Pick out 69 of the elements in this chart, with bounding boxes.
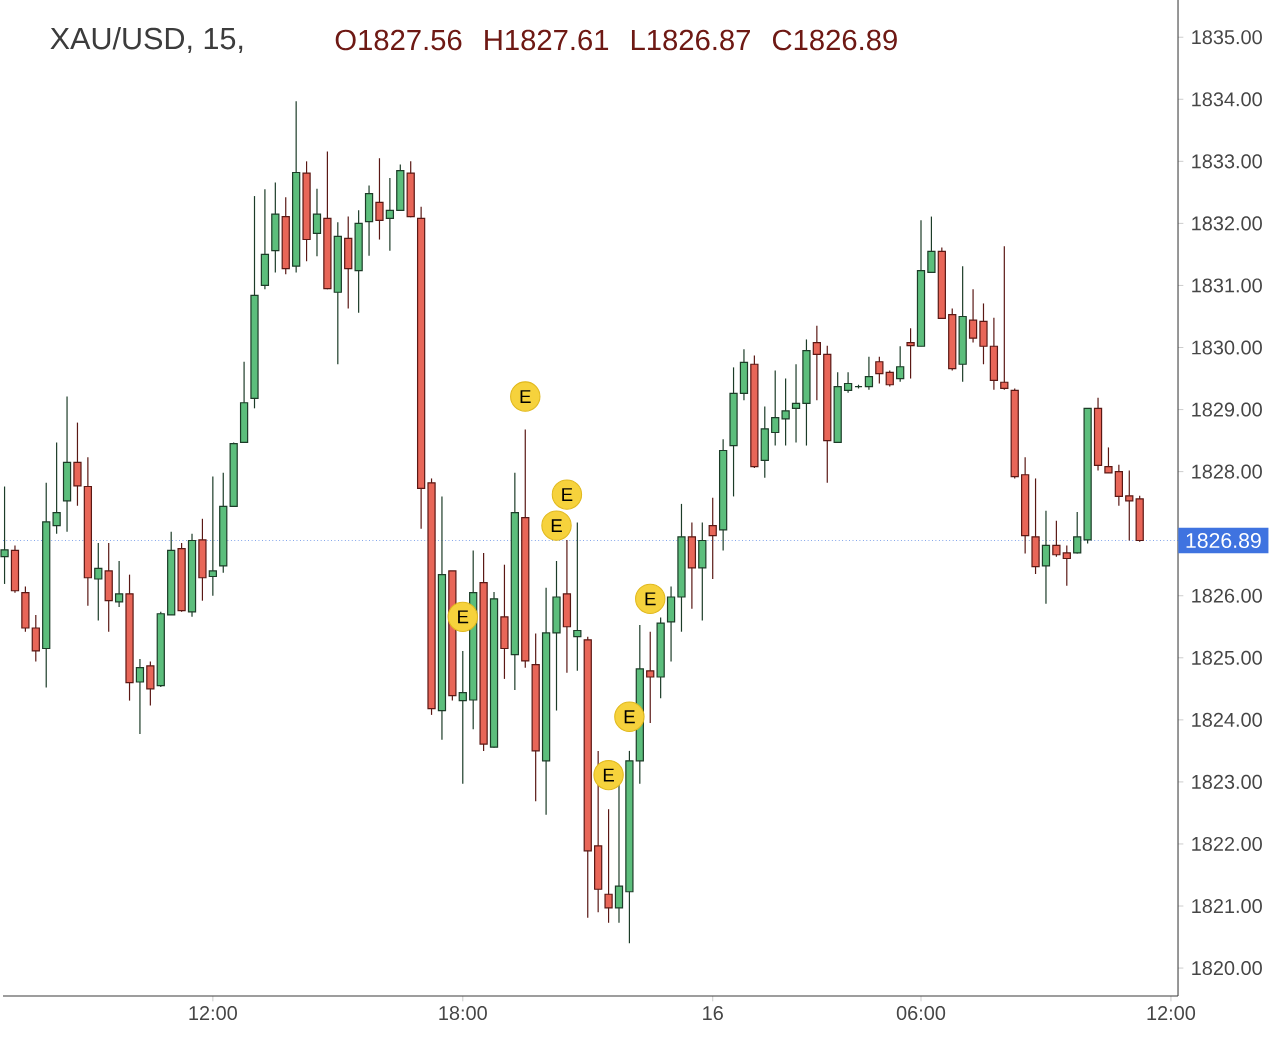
candlestick: [896, 345, 905, 383]
candlestick: [875, 356, 884, 385]
annotation: E: [562, 488, 573, 501]
candlestick: [614, 783, 624, 924]
candlestick: [1125, 469, 1134, 542]
candlestick: [146, 660, 155, 707]
candlestick: [812, 325, 821, 401]
candlestick: [708, 497, 717, 580]
y-tick-label: 1828.00: [1192, 464, 1262, 479]
candlestick: [0, 485, 9, 585]
y-tick-label: 1833.00: [1192, 154, 1262, 169]
y-tick-label: 1826.00: [1192, 588, 1262, 603]
x-tick-label: 12:00: [189, 1006, 237, 1021]
candlestick: [927, 215, 936, 274]
candlestick: [573, 521, 582, 672]
candlestick: [864, 356, 874, 391]
annotation: H1827.61: [485, 29, 609, 51]
x-tick-label: 16: [703, 1006, 723, 1021]
candlestick: [604, 808, 613, 924]
y-tick-label: 1835.00: [1192, 30, 1262, 45]
annotation: O1827.56: [335, 29, 462, 51]
candlestick: [781, 377, 790, 447]
candlestick: [1104, 446, 1113, 474]
y-tick-label: 1825.00: [1192, 650, 1262, 665]
candlestick: [458, 650, 467, 785]
candlestick: [791, 363, 801, 444]
candlestick: [968, 288, 978, 344]
annotation: E: [603, 768, 614, 782]
y-tick-label: 1829.00: [1192, 402, 1262, 417]
candlestick: [1041, 510, 1051, 605]
candlestick: [646, 631, 655, 724]
candlestick: [843, 371, 853, 394]
y-tick-label: 1831.00: [1192, 278, 1262, 293]
y-tick-label: 1824.00: [1192, 712, 1262, 727]
candlestick: [135, 658, 145, 735]
candlestick: [94, 542, 103, 622]
candlestick: [906, 327, 915, 380]
candlestick: [52, 441, 61, 535]
candlestick: [771, 369, 780, 447]
candlestick: [208, 475, 217, 597]
annotation: E: [645, 592, 656, 606]
annotation: C1826.89: [772, 29, 897, 51]
y-tick-label: 1821.00: [1192, 898, 1262, 914]
y-tick-label: 1832.00: [1192, 216, 1262, 231]
annotation: L1826.87: [631, 29, 750, 51]
candlestick: [375, 157, 384, 241]
candlestick: [31, 614, 40, 663]
x-tick-label: 12:00: [1147, 1006, 1196, 1021]
candlestick: [312, 188, 322, 257]
text: XAU/USD, 15,: [50, 26, 243, 54]
annotation: E: [551, 519, 562, 533]
annotation: E: [520, 390, 531, 403]
y-tick-label: 1822.00: [1192, 836, 1262, 852]
candlestick: [73, 421, 82, 507]
candlestick: [1062, 544, 1071, 587]
x-tick-label: 06:00: [896, 1006, 946, 1021]
annotation: E: [624, 710, 635, 724]
candlestick: [385, 177, 395, 252]
y-tick-label: 1820.00: [1192, 961, 1262, 976]
candlestick: [1073, 511, 1082, 555]
ref-line-label: 1826.89: [1186, 532, 1261, 549]
y-tick-label: 1823.00: [1192, 774, 1262, 789]
y-tick-label: 1834.00: [1192, 92, 1262, 107]
candlestick: [1052, 520, 1061, 558]
annotation: E: [458, 610, 469, 624]
x-tick-label: 18:00: [439, 1006, 487, 1021]
y-tick-label: 1830.00: [1192, 340, 1262, 355]
candlestick: [1000, 245, 1009, 391]
candlestick: [114, 560, 124, 608]
